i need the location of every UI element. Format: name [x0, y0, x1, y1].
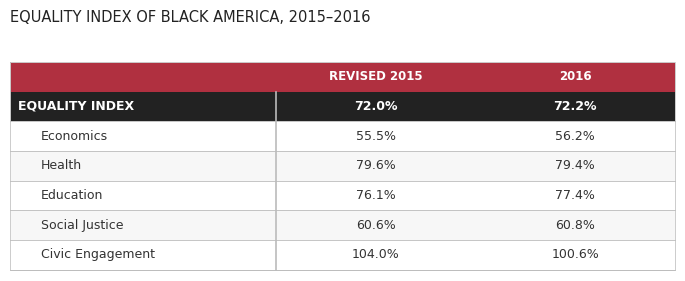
Bar: [10, 210, 675, 240]
Text: 2016: 2016: [559, 70, 591, 83]
Text: Education: Education: [41, 189, 103, 202]
Text: Social Justice: Social Justice: [41, 219, 123, 232]
Text: 60.8%: 60.8%: [555, 219, 595, 232]
Bar: [10, 62, 675, 92]
Text: Civic Engagement: Civic Engagement: [41, 248, 155, 261]
Text: 76.1%: 76.1%: [356, 189, 396, 202]
Bar: [10, 92, 675, 121]
Text: 100.6%: 100.6%: [551, 248, 599, 261]
Text: 72.0%: 72.0%: [354, 100, 397, 113]
Text: 56.2%: 56.2%: [555, 130, 595, 142]
Bar: [10, 181, 675, 210]
Text: 60.6%: 60.6%: [356, 219, 396, 232]
Text: Economics: Economics: [41, 130, 108, 142]
Text: 79.6%: 79.6%: [356, 159, 396, 172]
Text: EQUALITY INDEX: EQUALITY INDEX: [18, 100, 135, 113]
Text: 55.5%: 55.5%: [356, 130, 396, 142]
Text: 104.0%: 104.0%: [352, 248, 399, 261]
Text: 77.4%: 77.4%: [555, 189, 595, 202]
Text: 79.4%: 79.4%: [555, 159, 595, 172]
Bar: [10, 121, 675, 151]
Text: Health: Health: [41, 159, 82, 172]
Bar: [10, 240, 675, 270]
Text: REVISED 2015: REVISED 2015: [329, 70, 423, 83]
Text: 72.2%: 72.2%: [553, 100, 597, 113]
Bar: [10, 151, 675, 181]
Text: EQUALITY INDEX OF BLACK AMERICA, 2015–2016: EQUALITY INDEX OF BLACK AMERICA, 2015–20…: [10, 10, 371, 25]
Bar: [10, 62, 675, 270]
